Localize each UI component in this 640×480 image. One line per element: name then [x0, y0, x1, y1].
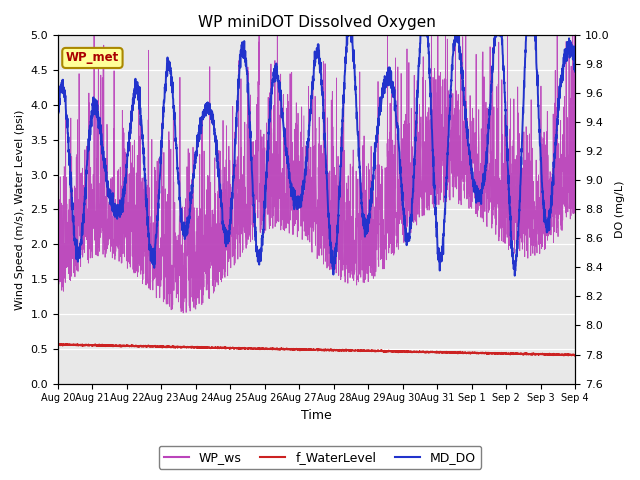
Y-axis label: DO (mg/L): DO (mg/L)	[615, 180, 625, 238]
Title: WP miniDOT Dissolved Oxygen: WP miniDOT Dissolved Oxygen	[198, 15, 435, 30]
Legend: WP_ws, f_WaterLevel, MD_DO: WP_ws, f_WaterLevel, MD_DO	[159, 446, 481, 469]
Text: WP_met: WP_met	[66, 51, 119, 64]
Y-axis label: Wind Speed (m/s), Water Level (psi): Wind Speed (m/s), Water Level (psi)	[15, 109, 25, 310]
X-axis label: Time: Time	[301, 409, 332, 422]
